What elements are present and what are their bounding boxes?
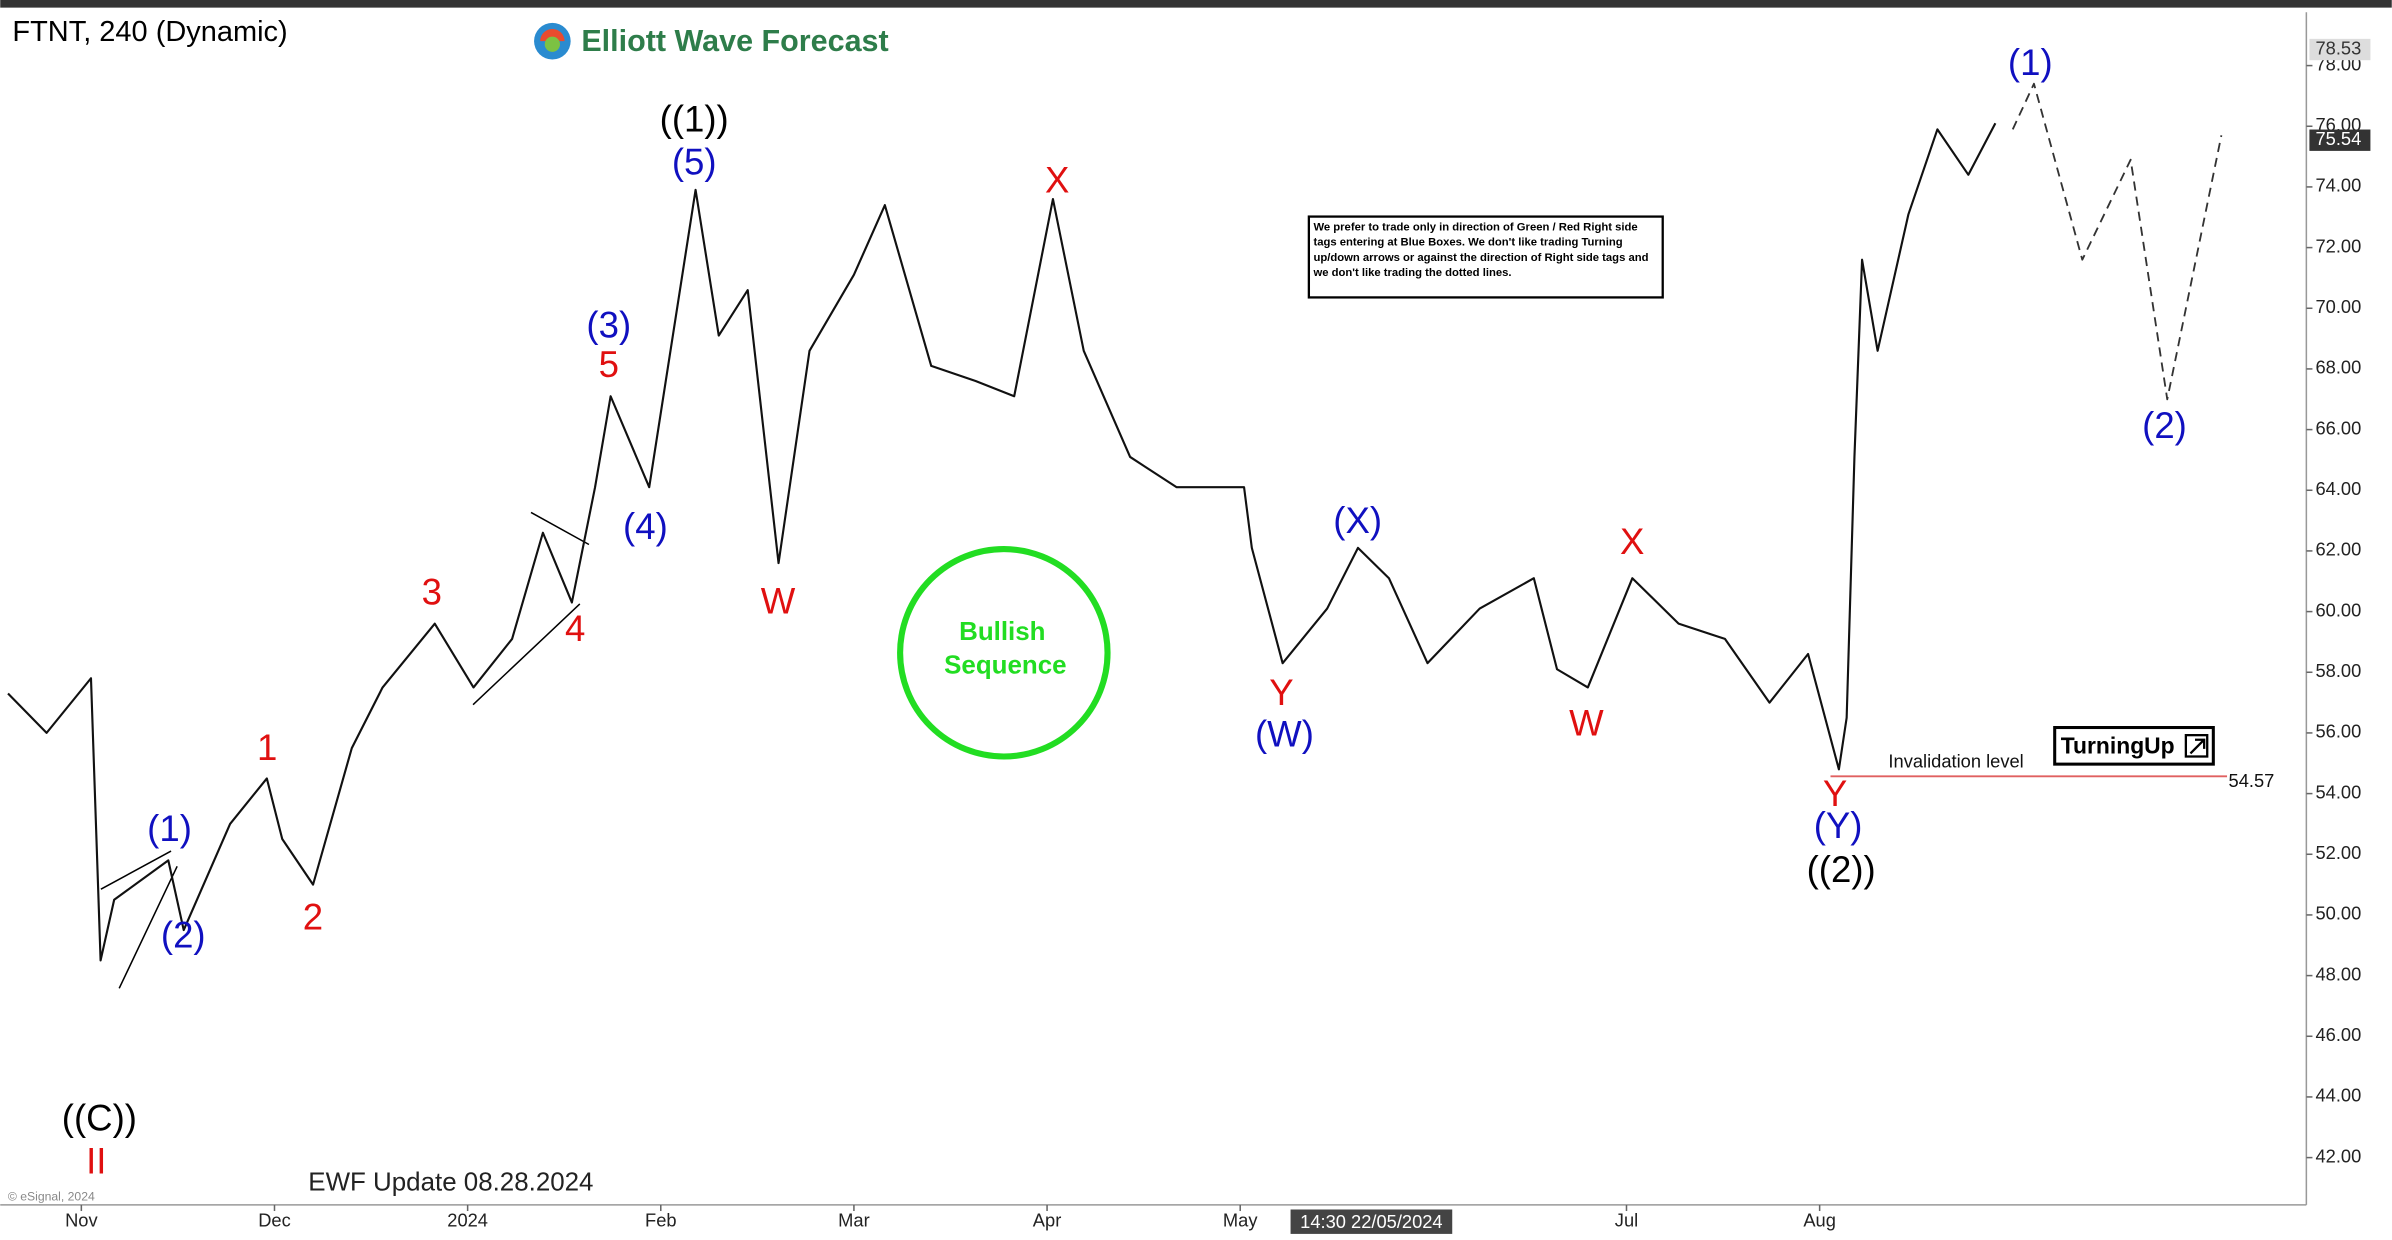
turning-icon xyxy=(2184,734,2209,758)
logo-icon-arc xyxy=(540,28,565,42)
price-line xyxy=(7,122,1997,962)
wedge-line xyxy=(530,511,590,546)
wave-label: (X) xyxy=(1333,500,1382,541)
wave-label: 2 xyxy=(303,896,323,937)
wave-label: (1) xyxy=(147,808,192,849)
x-tick-label: May xyxy=(1223,1210,1258,1231)
bullish-sequence: Bullish Sequence xyxy=(897,546,1111,760)
logo-icon-center xyxy=(544,36,560,52)
top-bar xyxy=(0,0,2392,8)
wave-label: W xyxy=(761,581,796,622)
wedge-line xyxy=(100,850,172,890)
copyright: © eSignal, 2024 xyxy=(8,1190,95,1204)
wedge-line xyxy=(118,865,178,989)
wave-label: (2) xyxy=(2142,405,2187,446)
wave-label: (1) xyxy=(2008,42,2053,83)
y-tick-label: 44.00 xyxy=(2316,1085,2362,1106)
wave-label: (4) xyxy=(623,506,668,547)
x-tick-label: Mar xyxy=(838,1210,870,1231)
circle-text: Sequence xyxy=(944,651,1066,679)
invalidation-value: 54.57 xyxy=(2229,770,2275,791)
price-tag-box xyxy=(2309,38,2371,61)
y-tick-label: 66.00 xyxy=(2316,417,2362,438)
notice-box: We prefer to trade only in direction of … xyxy=(1307,215,1664,299)
wave-label: (3) xyxy=(586,305,631,346)
wave-label: (W) xyxy=(1255,713,1314,754)
crosshair-box xyxy=(1290,1209,1453,1234)
y-tick-label: 68.00 xyxy=(2316,357,2362,378)
turning-label: TurningUp xyxy=(2061,732,2175,758)
turning-arrow xyxy=(2189,738,2206,755)
brand-logo: Elliott Wave Forecast xyxy=(534,22,889,60)
wave-label: Y xyxy=(1269,672,1293,713)
y-tick-label: 58.00 xyxy=(2316,660,2362,681)
wedges xyxy=(100,511,590,989)
y-tick-label: 54.00 xyxy=(2316,781,2362,802)
price-tag: 78.53 xyxy=(2316,37,2362,58)
y-tick-label: 50.00 xyxy=(2316,903,2362,924)
price-tag: 75.54 xyxy=(2316,128,2362,149)
y-tick-label: 70.00 xyxy=(2316,296,2362,317)
x-tick-label: 2024 xyxy=(447,1210,488,1231)
projection-line xyxy=(2011,82,2223,401)
wave-label: ((2)) xyxy=(1807,849,1876,890)
wave-label: 1 xyxy=(257,727,277,768)
notice-frame xyxy=(1307,215,1664,299)
wave-label: (2) xyxy=(161,915,206,956)
wave-label: II xyxy=(86,1140,106,1181)
wave-label: (Y) xyxy=(1814,805,1863,846)
wave-label: W xyxy=(1569,703,1604,744)
y-tick-label: 42.00 xyxy=(2316,1145,2362,1166)
y-tick-label: 62.00 xyxy=(2316,539,2362,560)
y-tick-label: 72.00 xyxy=(2316,235,2362,256)
wave-label: 3 xyxy=(422,572,442,613)
chart-title: FTNT, 240 (Dynamic) xyxy=(12,16,287,48)
wave-label: X xyxy=(1045,160,1069,201)
y-tick-label: 60.00 xyxy=(2316,599,2362,620)
y-tick-label: 46.00 xyxy=(2316,1024,2362,1045)
x-tick-label: Feb xyxy=(645,1210,677,1231)
y-tick-label: 56.00 xyxy=(2316,721,2362,742)
invalidation-label: Invalidation level xyxy=(1888,750,2023,771)
wave-label: Y xyxy=(1823,773,1847,814)
bullish-circle xyxy=(897,546,1111,760)
wedge-line xyxy=(472,603,581,706)
price-tag-box xyxy=(2309,129,2371,151)
wave-label: 4 xyxy=(565,608,585,649)
wave-label: ((1)) xyxy=(660,99,729,140)
wave-label: X xyxy=(1620,521,1644,562)
x-tick-label: Jul xyxy=(1615,1210,1638,1231)
circle-text: Bullish xyxy=(959,618,1045,646)
x-tick-label: Nov xyxy=(65,1210,98,1231)
y-tick-label: 74.00 xyxy=(2316,175,2362,196)
crosshair-time: 14:30 22/05/2024 xyxy=(1300,1211,1442,1232)
y-tick-label: 48.00 xyxy=(2316,963,2362,984)
update-label: EWF Update 08.28.2024 xyxy=(308,1168,593,1196)
notice-text: We prefer to trade only in direction of … xyxy=(1313,219,1649,280)
wave-label: ((C)) xyxy=(62,1098,137,1139)
wave-label: 5 xyxy=(599,344,619,385)
notice-holder: We prefer to trade only in direction of … xyxy=(1313,219,1649,280)
x-tick-label: Apr xyxy=(1033,1210,1061,1231)
y-tick-label: 64.00 xyxy=(2316,478,2362,499)
crosshair-tag: 14:30 22/05/2024 xyxy=(1290,1209,1453,1234)
wave-label: (5) xyxy=(672,141,717,182)
x-tick-label: Aug xyxy=(1803,1210,1836,1231)
brand-name: Elliott Wave Forecast xyxy=(581,24,888,58)
y-tick-label: 52.00 xyxy=(2316,842,2362,863)
turning-up-box: TurningUp xyxy=(2053,726,2215,766)
x-tick-label: Dec xyxy=(258,1210,291,1231)
